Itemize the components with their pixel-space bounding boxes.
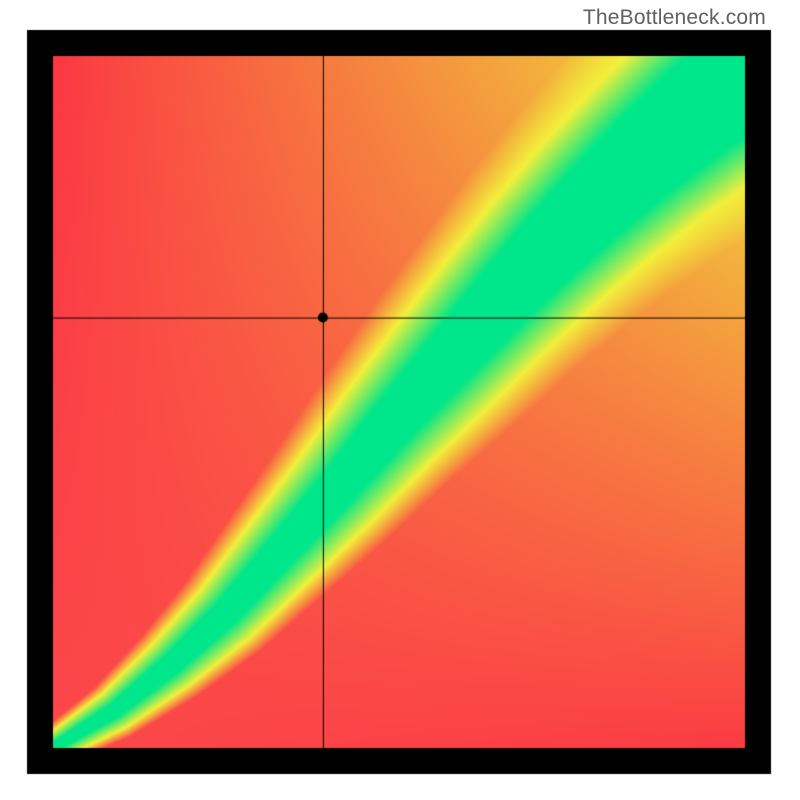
watermark-label: TheBottleneck.com: [583, 6, 766, 30]
heatmap-canvas: [0, 0, 800, 800]
chart-stage: TheBottleneck.com: [0, 0, 800, 800]
